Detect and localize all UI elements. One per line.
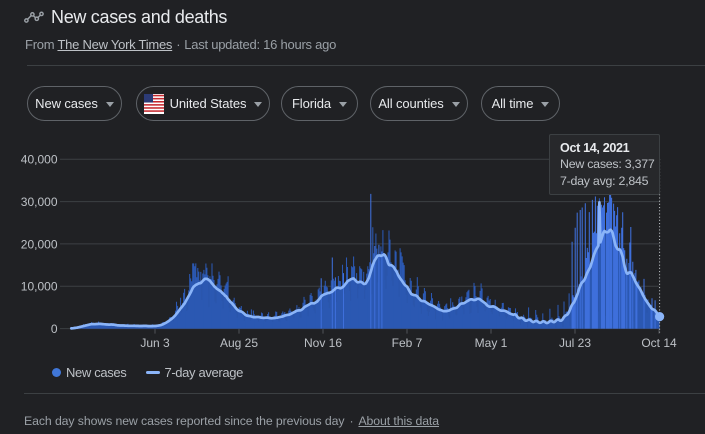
svg-text:Nov 16: Nov 16 (304, 336, 342, 350)
svg-text:30,000: 30,000 (21, 195, 58, 209)
svg-text:Jul 23: Jul 23 (559, 336, 591, 350)
svg-text:20,000: 20,000 (21, 237, 58, 251)
svg-text:Aug 25: Aug 25 (220, 336, 258, 350)
svg-text:Feb 7: Feb 7 (392, 336, 423, 350)
svg-text:Jun 3: Jun 3 (140, 336, 170, 350)
svg-text:0: 0 (51, 322, 58, 336)
svg-text:40,000: 40,000 (21, 153, 58, 167)
svg-text:Oct 14: Oct 14 (641, 336, 677, 350)
svg-text:May 1: May 1 (475, 336, 508, 350)
svg-text:10,000: 10,000 (21, 280, 58, 294)
